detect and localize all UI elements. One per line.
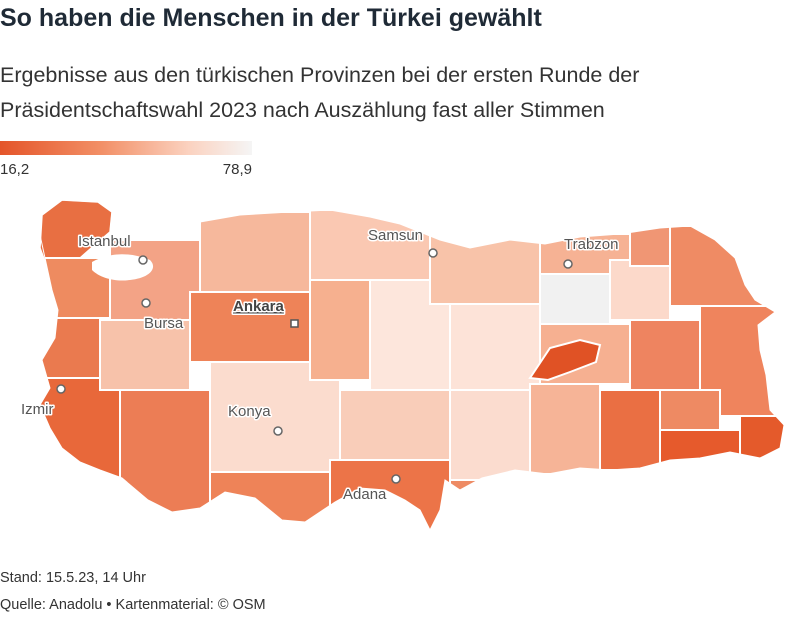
- samsun-label: Samsun: [368, 227, 423, 244]
- legend-min-label: 16,2: [0, 161, 30, 178]
- page-title: So haben die Menschen in der Türkei gewä…: [0, 4, 542, 32]
- ankara-label: Ankara: [233, 298, 285, 315]
- turkey-choropleth-map: Istanbul Samsun Trabzon Ankara Bursa Izm…: [20, 199, 785, 532]
- konya-marker: [273, 426, 283, 436]
- province-diyarbakir: [599, 389, 661, 471]
- province-kars: [669, 225, 781, 307]
- istanbul-label: Istanbul: [78, 233, 131, 250]
- province-black-sea-east: [429, 223, 541, 305]
- adana-label: Adana: [343, 486, 387, 503]
- province-gumushane: [539, 273, 611, 325]
- province-nigde: [339, 389, 451, 461]
- province-erzurum: [609, 259, 671, 321]
- sea-of-marmara: [92, 254, 154, 281]
- izmir-label: Izmir: [21, 401, 54, 418]
- footer-timestamp: Stand: 15.5.23, 14 Uhr: [0, 570, 146, 586]
- legend-gradient-bar: [0, 141, 252, 155]
- province-ankara: [189, 291, 311, 363]
- istanbul-marker: [138, 255, 148, 265]
- samsun-marker: [428, 248, 438, 258]
- adana-marker: [391, 474, 401, 484]
- province-mardin: [659, 429, 741, 471]
- trabzon-marker: [563, 259, 573, 269]
- trabzon-label: Trabzon: [564, 236, 618, 253]
- province-sivas: [449, 303, 541, 391]
- province-tunceli: [528, 338, 602, 382]
- province-black-sea-west: [199, 211, 311, 293]
- color-legend: 16,2 78,9: [0, 141, 252, 181]
- bursa-label: Bursa: [144, 315, 184, 332]
- bursa-marker: [141, 298, 151, 308]
- ankara-capital-marker: [290, 319, 299, 328]
- province-samsun: [309, 209, 431, 281]
- province-batman: [659, 389, 721, 431]
- province-adiyaman: [529, 383, 601, 475]
- izmir-marker: [56, 384, 66, 394]
- province-layer: [40, 209, 784, 530]
- province-izmir-area: [40, 377, 121, 479]
- country-outline: [39, 199, 785, 532]
- konya-label: Konya: [228, 403, 271, 420]
- province-bingol-mus: [629, 319, 701, 391]
- footer-source: Quelle: Anadolu • Kartenmaterial: © OSM: [0, 597, 266, 613]
- province-southwest: [119, 389, 211, 521]
- page-subtitle: Ergebnisse aus den türkischen Provinzen …: [0, 63, 640, 122]
- legend-max-label: 78,9: [222, 161, 252, 178]
- province-kirikkale: [309, 279, 371, 381]
- province-kahramanmaras: [449, 389, 531, 481]
